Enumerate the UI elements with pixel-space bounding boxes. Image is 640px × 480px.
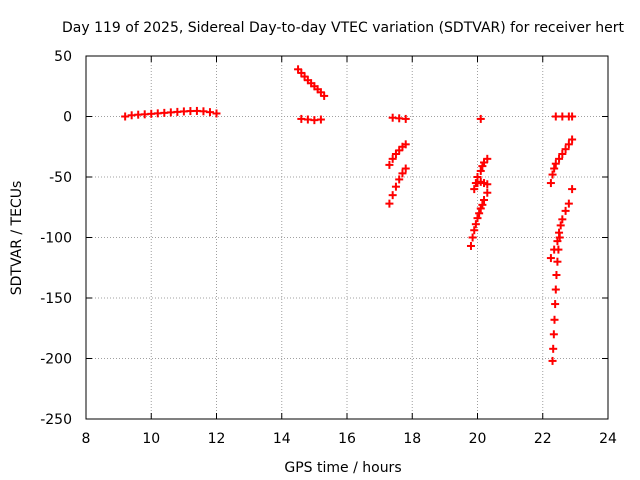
- data-point: [555, 154, 564, 163]
- y-tick-label: 50: [54, 49, 72, 65]
- data-point: [564, 199, 573, 208]
- data-point: [470, 185, 479, 194]
- data-point: [391, 182, 400, 191]
- data-point: [468, 233, 477, 242]
- data-point: [558, 215, 567, 224]
- data-point: [388, 154, 397, 163]
- data-point: [476, 114, 485, 123]
- data-point: [401, 114, 410, 123]
- x-axis-label: GPS time / hours: [284, 460, 401, 476]
- data-point: [550, 315, 559, 324]
- data-point: [552, 271, 561, 280]
- data-point: [401, 140, 410, 149]
- y-tick-label: -150: [40, 291, 72, 307]
- data-point: [320, 91, 329, 100]
- data-point: [549, 330, 558, 339]
- data-point: [483, 188, 492, 197]
- data-point: [385, 199, 394, 208]
- data-point: [395, 175, 404, 184]
- data-point: [212, 109, 221, 118]
- data-point: [388, 191, 397, 200]
- x-tick-label: 14: [273, 431, 291, 447]
- data-point: [401, 164, 410, 173]
- data-point: [476, 166, 485, 175]
- data-point: [558, 150, 567, 159]
- data-point: [551, 285, 560, 294]
- data-point: [478, 200, 487, 209]
- data-point: [550, 164, 559, 173]
- data-point: [398, 169, 407, 178]
- x-tick-label: 20: [469, 431, 487, 447]
- data-point: [121, 112, 130, 121]
- data-point: [564, 140, 573, 149]
- data-point: [561, 206, 570, 215]
- data-point: [548, 170, 557, 179]
- x-tick-label: 22: [534, 431, 552, 447]
- data-point: [551, 159, 560, 168]
- data-point: [466, 241, 475, 250]
- data-point: [568, 185, 577, 194]
- y-tick-label: -50: [49, 170, 72, 186]
- data-points: [121, 65, 577, 365]
- data-point: [483, 180, 492, 189]
- grid-lines: [86, 56, 608, 419]
- chart-title: Day 119 of 2025, Sidereal Day-to-day VTE…: [62, 20, 624, 36]
- data-point: [316, 115, 325, 124]
- data-point: [471, 220, 480, 229]
- data-point: [546, 254, 555, 263]
- data-point: [385, 160, 394, 169]
- y-axis-label: SDTVAR / TECUs: [9, 181, 25, 296]
- data-point: [473, 214, 482, 223]
- x-tick-label: 10: [142, 431, 160, 447]
- data-point: [480, 195, 489, 204]
- data-point: [470, 226, 479, 235]
- x-tick-label: 24: [599, 431, 617, 447]
- data-point: [548, 356, 557, 365]
- x-tick-label: 16: [338, 431, 356, 447]
- y-tick-label: -250: [40, 412, 72, 428]
- y-tick-label: -100: [40, 231, 72, 247]
- x-tick-label: 18: [403, 431, 421, 447]
- data-point: [205, 108, 214, 117]
- data-point: [553, 257, 562, 266]
- axis-ticks: 8 10 12 14 16 18 20 22 24 -250 -200 -150 -100 -50 0 50: [40, 49, 617, 447]
- y-tick-label: 0: [63, 110, 72, 126]
- data-point: [556, 221, 565, 230]
- data-point: [554, 245, 563, 254]
- data-point: [568, 135, 577, 144]
- data-point: [568, 112, 577, 121]
- data-point: [561, 145, 570, 154]
- data-point: [475, 209, 484, 218]
- data-point: [546, 179, 555, 188]
- data-point: [551, 300, 560, 309]
- data-point: [483, 154, 492, 163]
- data-point: [549, 344, 558, 353]
- x-tick-label: 8: [82, 431, 91, 447]
- x-tick-label: 12: [208, 431, 226, 447]
- data-point: [555, 233, 564, 242]
- y-tick-label: -200: [40, 352, 72, 368]
